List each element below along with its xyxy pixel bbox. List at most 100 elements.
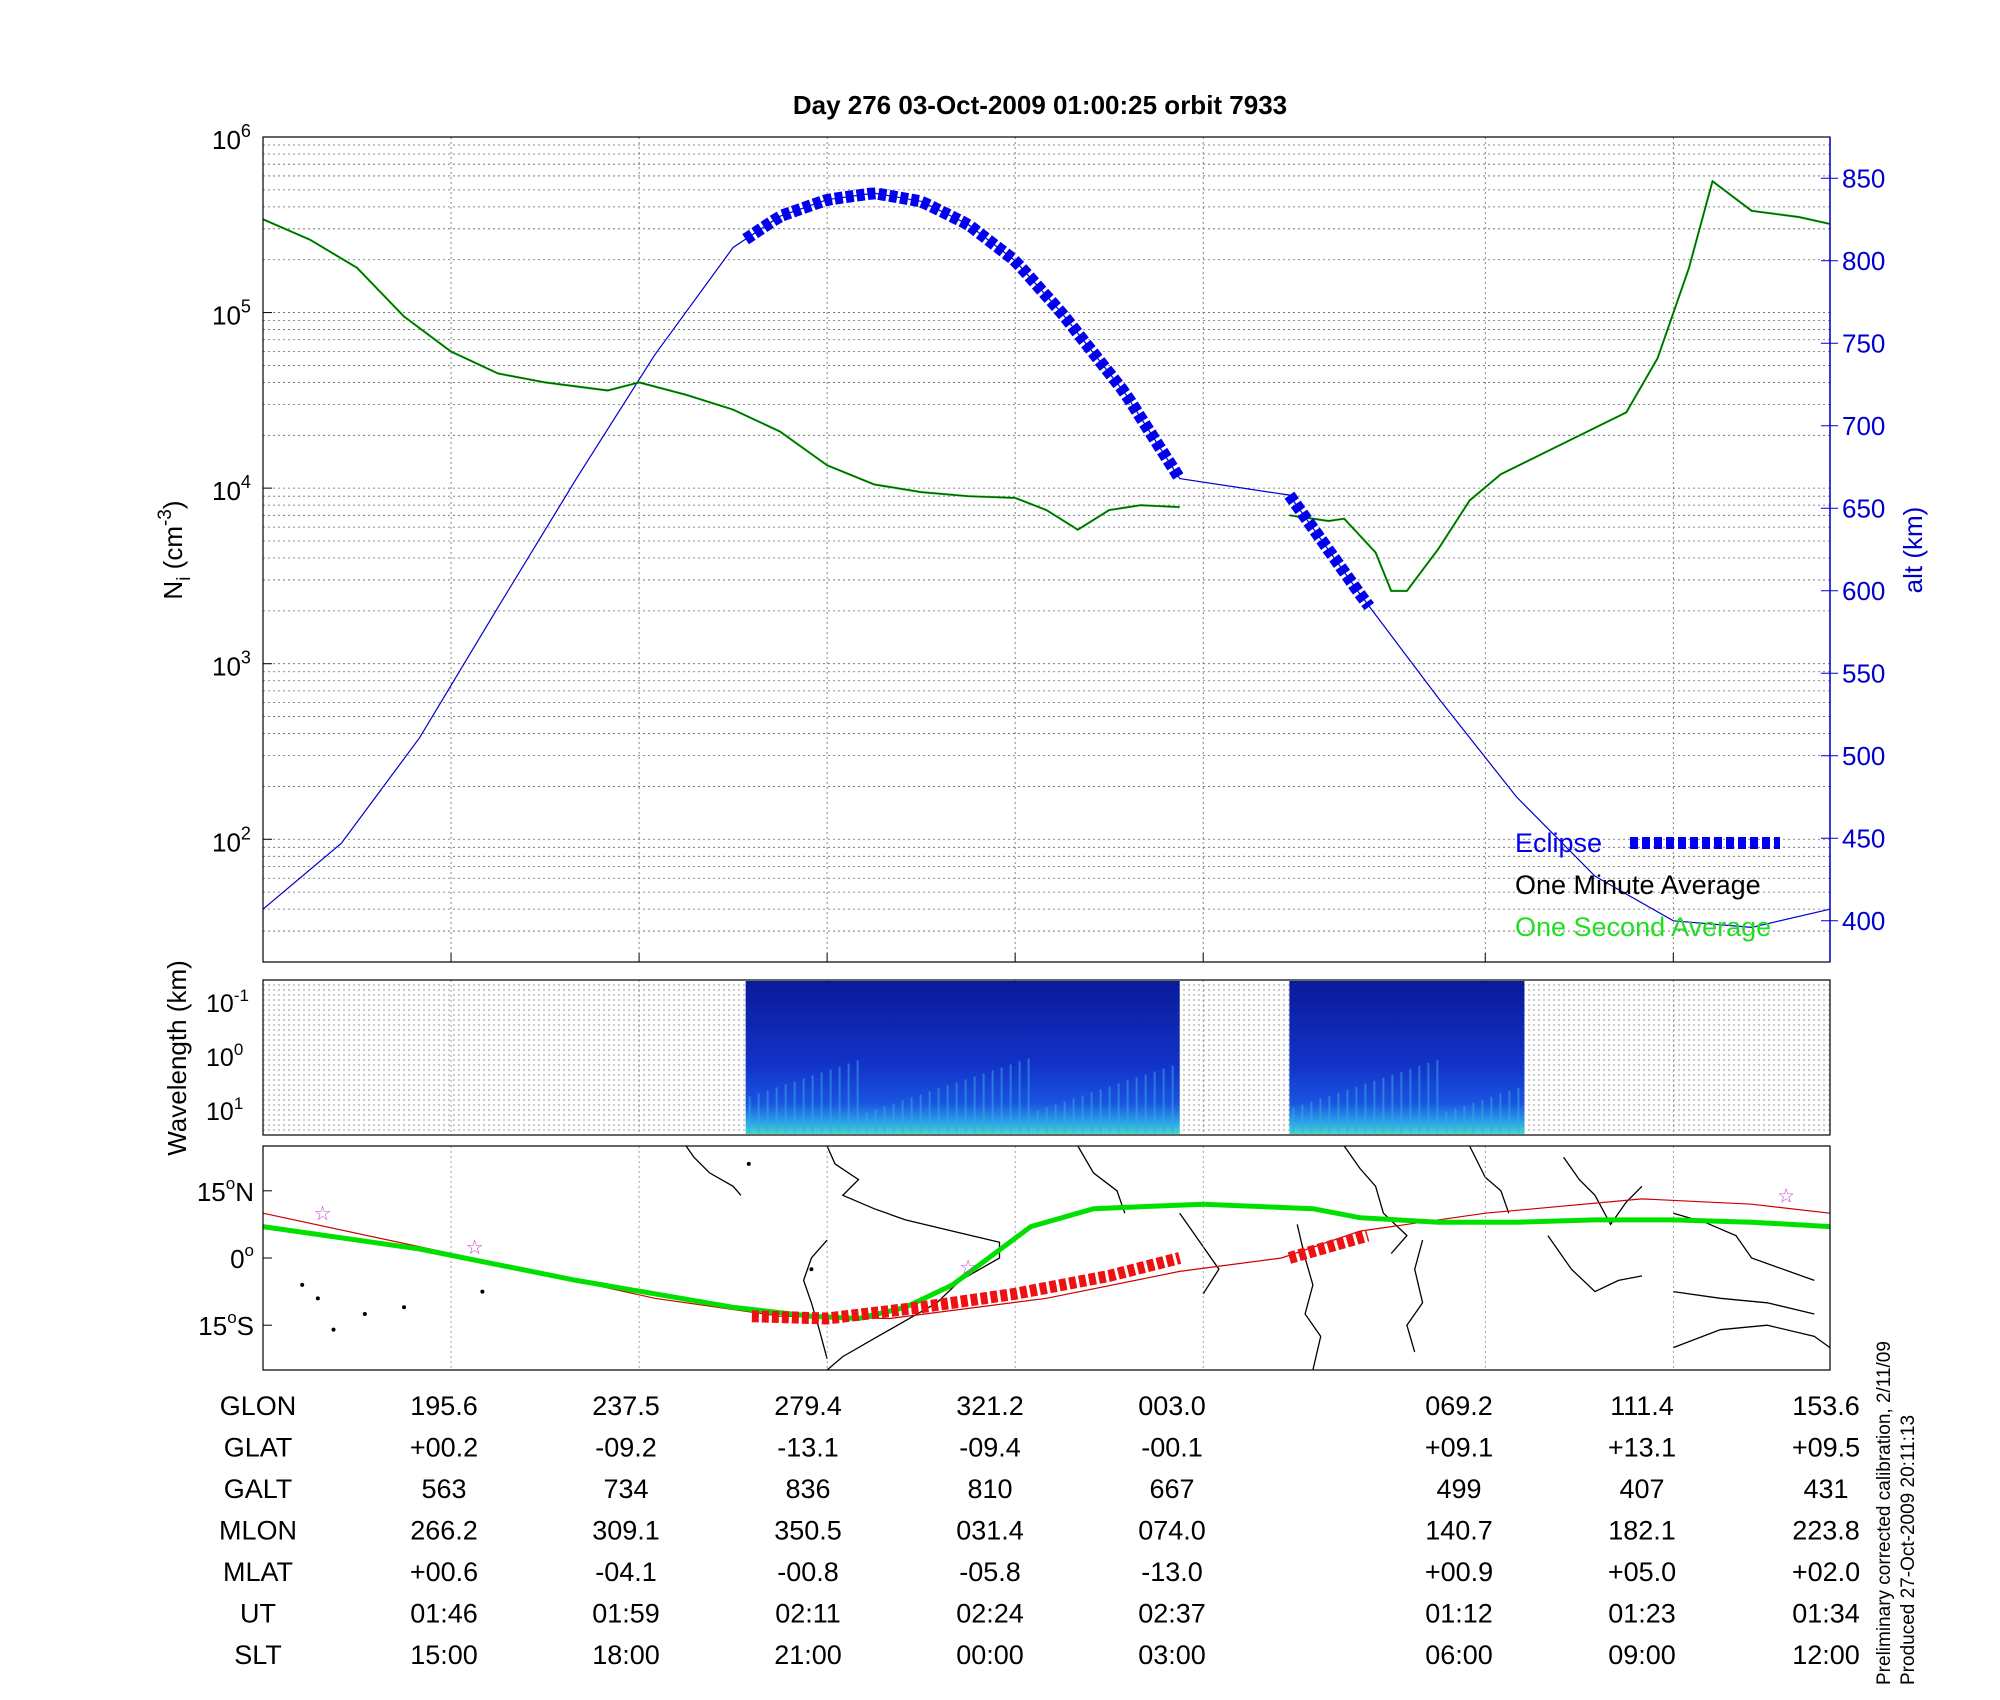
- map-axes: 15oN 0o 15oS: [197, 1174, 272, 1341]
- table-row-label: MLON: [219, 1516, 297, 1546]
- table-cell: 003.0: [1138, 1391, 1206, 1421]
- eclipse-segment: [742, 187, 1185, 482]
- density-tick-label: 102: [212, 823, 251, 857]
- table-cell: 01:12: [1425, 1599, 1493, 1629]
- table-cell: 350.5: [774, 1516, 842, 1546]
- spectrogram-block: [745, 981, 1180, 1134]
- one-minute-average-line: [262, 218, 1180, 531]
- map-tracks: ☆ ☆ ☆ ☆: [262, 1185, 1831, 1325]
- spectrogram-block: [1289, 981, 1525, 1134]
- latitude-tick-label: 15oS: [198, 1308, 254, 1341]
- magnetic-footprint-line: [262, 1198, 1831, 1320]
- coastline-outlines: [300, 1145, 1831, 1371]
- star-marker: ☆: [314, 1203, 332, 1225]
- coastline: [1077, 1145, 1126, 1214]
- table-cell: -04.1: [595, 1557, 657, 1587]
- latitude-tick-label: 15oN: [197, 1174, 254, 1207]
- table-cell: 12:00: [1792, 1640, 1860, 1670]
- one-minute-average-line: [1289, 180, 1831, 592]
- coastline: [1343, 1145, 1408, 1254]
- coastline: [1563, 1156, 1643, 1226]
- altitude-tick-label: 750: [1842, 328, 1885, 358]
- table-cell: 02:24: [956, 1599, 1024, 1629]
- latitude-tick-label: 0o: [230, 1241, 254, 1274]
- island-dot: [315, 1296, 320, 1301]
- table-cell: 21:00: [774, 1640, 842, 1670]
- altitude-tick-label: 800: [1842, 246, 1885, 276]
- table-cell: +13.1: [1608, 1433, 1676, 1463]
- coastline: [1179, 1212, 1220, 1295]
- island-dot: [402, 1305, 407, 1310]
- table-row-label: UT: [240, 1599, 276, 1629]
- production-note: Produced 27-Oct-2009 20:11:13: [1898, 1415, 1919, 1685]
- one-second-average-line: [262, 218, 1180, 531]
- table-row-label: SLT: [234, 1640, 282, 1670]
- table-cell: 431: [1803, 1474, 1848, 1504]
- density-panel-axes: 102 103 104 105 106 400 450 500 550 600 650 700 750 8…: [212, 121, 1885, 962]
- star-marker: ☆: [466, 1237, 484, 1259]
- table-cell: 09:00: [1608, 1640, 1676, 1670]
- altitude-tick-label: 650: [1842, 493, 1885, 523]
- legend-eclipse-label: Eclipse: [1515, 828, 1602, 858]
- table-cell: 074.0: [1138, 1516, 1206, 1546]
- table-cell: 195.6: [410, 1391, 478, 1421]
- table-cell: -13.0: [1141, 1557, 1203, 1587]
- spectrogram-frame: [262, 979, 1831, 1136]
- table-row-label: MLAT: [223, 1557, 293, 1587]
- table-cell: 01:59: [592, 1599, 660, 1629]
- table-cell: 266.2: [410, 1516, 478, 1546]
- table-cell: 734: [603, 1474, 648, 1504]
- altitude-tick-label: 850: [1842, 163, 1885, 193]
- legend-one-minute-label: One Minute Average: [1515, 870, 1761, 900]
- table-cell: 237.5: [592, 1391, 660, 1421]
- table-cell: 309.1: [592, 1516, 660, 1546]
- altitude-axis-label: alt (km): [1898, 507, 1928, 594]
- altitude-tick-label: 450: [1842, 823, 1885, 853]
- coastline: [1673, 1324, 1831, 1349]
- density-tick-label: 105: [212, 297, 251, 331]
- table-cell: 836: [785, 1474, 830, 1504]
- table-cell: -09.2: [595, 1433, 657, 1463]
- star-marker: ☆: [959, 1257, 977, 1279]
- eclipse-ground-track: [751, 1252, 1182, 1325]
- table-cell: 153.6: [1792, 1391, 1860, 1421]
- ground-track-line: [262, 1201, 1831, 1322]
- table-cell: +00.2: [410, 1433, 478, 1463]
- table-cell: 02:37: [1138, 1599, 1206, 1629]
- island-dot: [480, 1289, 485, 1294]
- table-cell: 810: [967, 1474, 1012, 1504]
- density-tick-label: 103: [212, 648, 251, 682]
- table-cell: 140.7: [1425, 1516, 1493, 1546]
- table-row-label: GLAT: [224, 1433, 293, 1463]
- table-cell: 03:00: [1138, 1640, 1206, 1670]
- table-cell: 223.8: [1792, 1516, 1860, 1546]
- spectrogram-axes: 10-1 100 101: [206, 986, 249, 1126]
- table-cell: +09.1: [1425, 1433, 1493, 1463]
- altitude-tick-label: 550: [1842, 658, 1885, 688]
- legend-one-second-label: One Second Average: [1515, 912, 1771, 942]
- table-cell: 182.1: [1608, 1516, 1676, 1546]
- spectrogram-grid: [263, 980, 1830, 1135]
- table-cell: 279.4: [774, 1391, 842, 1421]
- spectrogram-blocks: [745, 981, 1525, 1134]
- wavelength-axis-label: Wavelength (km): [162, 960, 192, 1156]
- table-cell: 563: [421, 1474, 466, 1504]
- wavelength-tick-label: 10-1: [206, 986, 249, 1018]
- table-cell: +05.0: [1608, 1557, 1676, 1587]
- table-cell: +09.5: [1792, 1433, 1860, 1463]
- table-cell: 667: [1149, 1474, 1194, 1504]
- table-cell: 01:34: [1792, 1599, 1860, 1629]
- table-cell: 407: [1619, 1474, 1664, 1504]
- chart-title: Day 276 03-Oct-2009 01:00:25 orbit 7933: [793, 90, 1287, 120]
- map-grid: [450, 1146, 1674, 1370]
- wavelength-tick-label: 101: [206, 1094, 243, 1126]
- table-cell: +00.6: [410, 1557, 478, 1587]
- coastline: [1469, 1145, 1510, 1214]
- coastline: [826, 1145, 1001, 1371]
- table-row-label: GALT: [224, 1474, 293, 1504]
- ephemeris-table: GLON 195.6 237.5 279.4 321.2 003.0 069.2 111.4 1…: [219, 1391, 1860, 1670]
- density-tick-label: 104: [212, 472, 251, 506]
- table-cell: 031.4: [956, 1516, 1024, 1546]
- island-dot: [746, 1161, 751, 1166]
